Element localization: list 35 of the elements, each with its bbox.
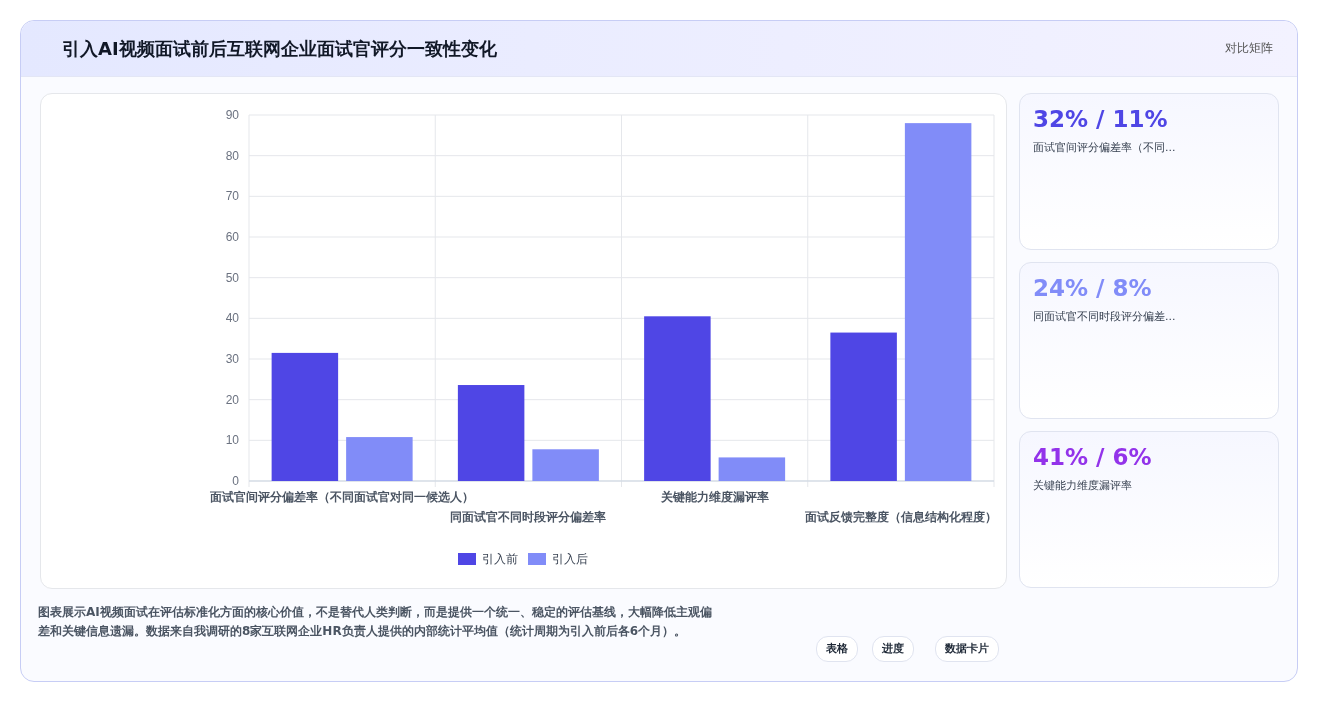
y-tick-label: 50 [225,270,240,285]
legend-label: 引入后 [552,552,588,566]
x-tick-label: 同面试官不同时段评分偏差率 [450,510,607,524]
text: 对比矩阵 [1225,40,1273,57]
bar [644,316,711,481]
y-tick-label: 20 [225,392,240,407]
text: 面试官间评分偏差率（不同... [1033,140,1176,155]
text: 数据卡片 [935,636,999,662]
bar [718,457,786,481]
text: 24% / 8% [1033,275,1152,301]
text: 同面试官不同时段评分偏差... [1033,309,1176,324]
bar [346,437,413,481]
text: 图表展示AI视频面试在评估标准化方面的核心价值，不是替代人类判断，而是提供一个统一、稳定的评估基线，大幅降低主观偏差和关键信息遗漏。数据来自我调研的8家互联网企业HR负责人提供的内部统计平均值（统计周期为引入前后各6个月）。 [38,604,713,640]
legend-label: 引入前 [482,552,518,566]
bar [457,385,525,481]
x-tick-label: 面试官间评分偏差率（不同面试官对同一候选人） [209,490,475,504]
y-tick-label: 10 [225,433,240,448]
y-tick-label: 80 [225,148,240,163]
bar [904,123,972,481]
y-tick-label: 70 [225,189,240,204]
text: 41% / 6% [1033,444,1152,470]
y-tick-label: 30 [225,352,240,366]
y-tick-label: 60 [225,230,240,244]
bar [830,332,897,481]
text: 关键能力维度漏评率 [1033,478,1132,493]
bar [532,449,599,481]
y-tick-label: 90 [225,108,240,122]
text: 32% / 11% [1033,106,1168,132]
chart-title: 引入AI视频面试前后互联网企业面试官评分一致性变化 [62,37,497,61]
x-tick-label: 面试反馈完整度（信息结构化程度） [803,510,997,524]
bar [271,352,339,481]
text: 进度 [872,636,914,662]
y-tick-label: 40 [225,311,240,326]
text: 表格 [816,636,858,662]
y-tick-label: 0 [232,474,240,488]
